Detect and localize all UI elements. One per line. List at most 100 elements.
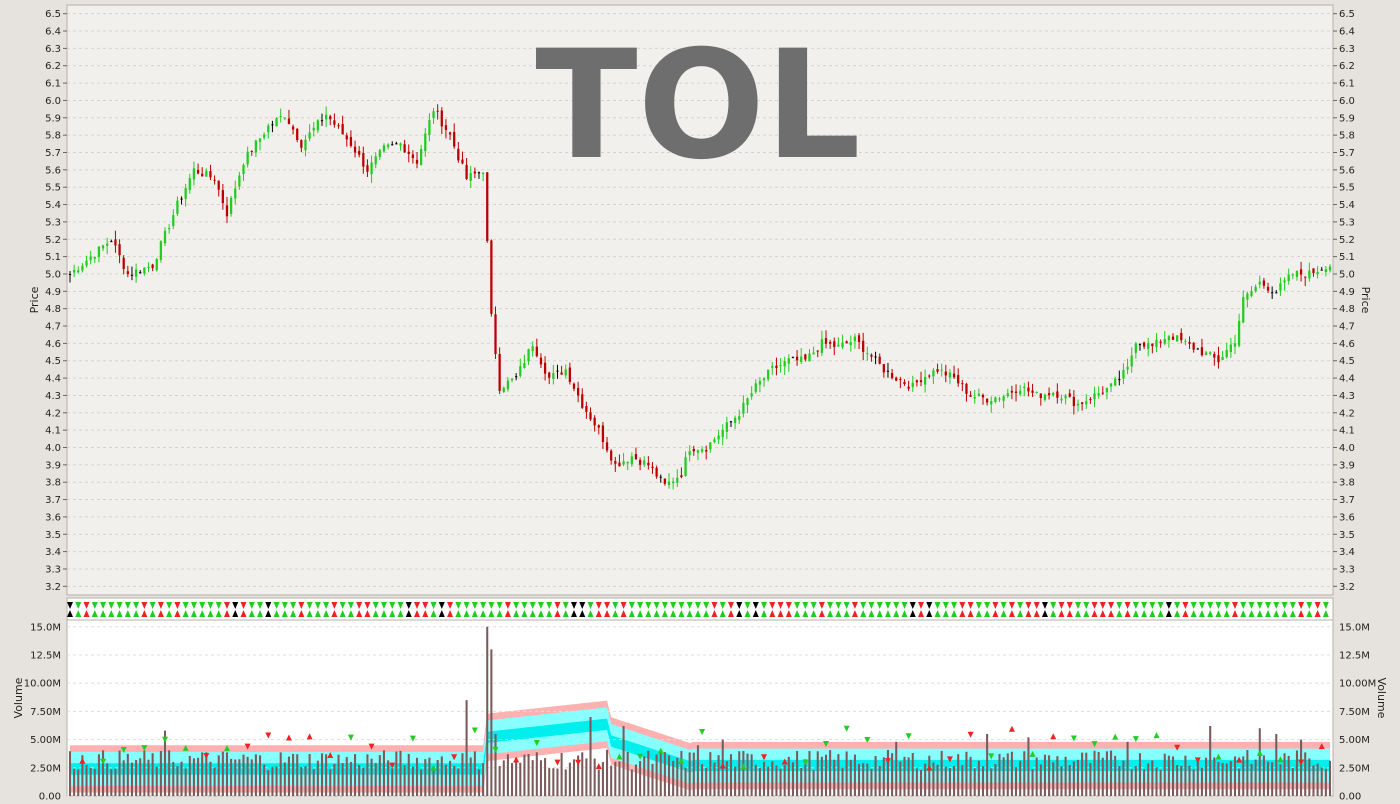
volume-tick-label: 10.00M	[1339, 679, 1376, 690]
price-bar-body	[692, 448, 695, 452]
price-bar-body	[1052, 392, 1055, 396]
signal-up-triangle	[1083, 610, 1090, 617]
signal-down-triangle	[447, 602, 454, 609]
price-tick-label: 4.6	[1339, 339, 1355, 350]
price-bar-body	[221, 190, 224, 204]
signal-up-triangle	[670, 610, 677, 617]
price-bar-body	[610, 450, 613, 461]
signal-down-triangle	[868, 602, 875, 609]
signal-down-triangle	[1008, 602, 1015, 609]
signal-up-triangle	[1091, 610, 1098, 617]
price-bar-body	[746, 398, 749, 406]
price-bar-body	[618, 462, 621, 467]
price-bar-body	[647, 462, 650, 466]
price-bar-body	[655, 467, 658, 477]
signal-down-triangle	[438, 602, 445, 609]
price-bar-body	[523, 363, 526, 369]
signal-up-triangle	[562, 610, 569, 617]
price-bar-body	[857, 335, 861, 343]
price-bar-body	[1262, 280, 1266, 286]
signal-up-triangle	[133, 610, 140, 617]
price-bar-body	[808, 353, 811, 362]
price-bar-body	[490, 240, 493, 314]
price-bar-body	[924, 376, 927, 385]
signal-up-triangle	[1223, 610, 1230, 617]
volume-down-arrow	[100, 758, 107, 765]
price-bar-body	[337, 125, 340, 127]
price-tick-label: 3.4	[1339, 547, 1355, 558]
signal-up-triangle	[529, 610, 536, 617]
signal-up-triangle	[1256, 610, 1263, 617]
volume-down-arrow	[368, 743, 375, 750]
price-bar-body	[581, 394, 584, 408]
signal-down-triangle	[521, 602, 528, 609]
signal-down-triangle	[686, 602, 693, 609]
price-tick-label: 5.5	[45, 183, 61, 194]
price-bar-body	[469, 173, 472, 181]
price-bar-body	[1180, 332, 1183, 341]
signal-up-triangle	[430, 610, 437, 617]
volume-up-arrow	[781, 758, 788, 765]
price-tick-label: 4.8	[1339, 304, 1355, 315]
signal-up-triangle	[314, 610, 321, 617]
signal-up-triangle	[124, 610, 131, 617]
price-bar-body	[77, 270, 80, 273]
signal-up-triangle	[1141, 610, 1148, 617]
price-bar-body	[399, 143, 402, 146]
signal-down-triangle	[190, 602, 197, 609]
price-bar-body	[733, 417, 737, 424]
signal-up-triangle	[727, 610, 734, 617]
price-bar-body	[320, 120, 324, 122]
signal-up-triangle	[1149, 610, 1156, 617]
price-bar-body	[308, 132, 311, 139]
price-bar-body	[1147, 343, 1150, 349]
signal-down-triangle	[389, 602, 396, 609]
price-bar-body	[519, 366, 522, 376]
price-bar-body	[828, 341, 832, 344]
price-bar-body	[1258, 281, 1261, 285]
volume-down-arrow	[451, 754, 458, 761]
price-bar-body	[151, 264, 154, 269]
price-bar-body	[630, 456, 633, 465]
signal-up-triangle	[149, 610, 156, 617]
price-bar-body	[1316, 271, 1319, 275]
signal-down-triangle	[1108, 602, 1115, 609]
price-bar-body	[957, 374, 960, 384]
price-bar-body	[101, 245, 105, 249]
signal-down-triangle	[471, 602, 478, 609]
price-tick-label: 4.1	[45, 426, 61, 437]
price-bar-body	[436, 110, 439, 112]
price-bar-body	[527, 349, 530, 362]
signal-up-triangle	[595, 610, 602, 617]
signal-down-triangle	[488, 602, 495, 609]
price-bar-body	[998, 398, 1001, 400]
signal-down-triangle	[752, 602, 759, 609]
price-bar-body	[585, 406, 588, 412]
price-bar-body	[651, 466, 654, 468]
volume-down-arrow	[637, 753, 644, 760]
price-tick-label: 5.9	[45, 113, 61, 124]
price-bar-body	[1101, 392, 1104, 394]
volume-tick-label: 5.00M	[30, 735, 61, 746]
signal-down-triangle	[1265, 602, 1272, 609]
price-bar-body	[775, 365, 778, 368]
price-bar-body	[593, 417, 596, 426]
volume-down-arrow	[492, 746, 499, 753]
price-bar-body	[296, 128, 299, 141]
price-bar-body	[407, 151, 410, 155]
volume-up-arrow	[1153, 732, 1160, 739]
price-tick-label: 4.7	[45, 322, 61, 333]
price-tick-label: 3.4	[45, 547, 61, 558]
signal-up-triangle	[215, 610, 222, 617]
signal-up-triangle	[166, 610, 173, 617]
signal-down-triangle	[83, 602, 90, 609]
price-bar-body	[1200, 347, 1204, 356]
price-bar-body	[1266, 286, 1270, 291]
volume-down-arrow	[864, 736, 871, 743]
price-bar-body	[750, 393, 753, 397]
signal-up-triangle	[951, 610, 958, 617]
volume-arrows	[79, 725, 1325, 771]
price-bar-body	[614, 460, 617, 464]
price-bar-body	[1064, 395, 1067, 399]
